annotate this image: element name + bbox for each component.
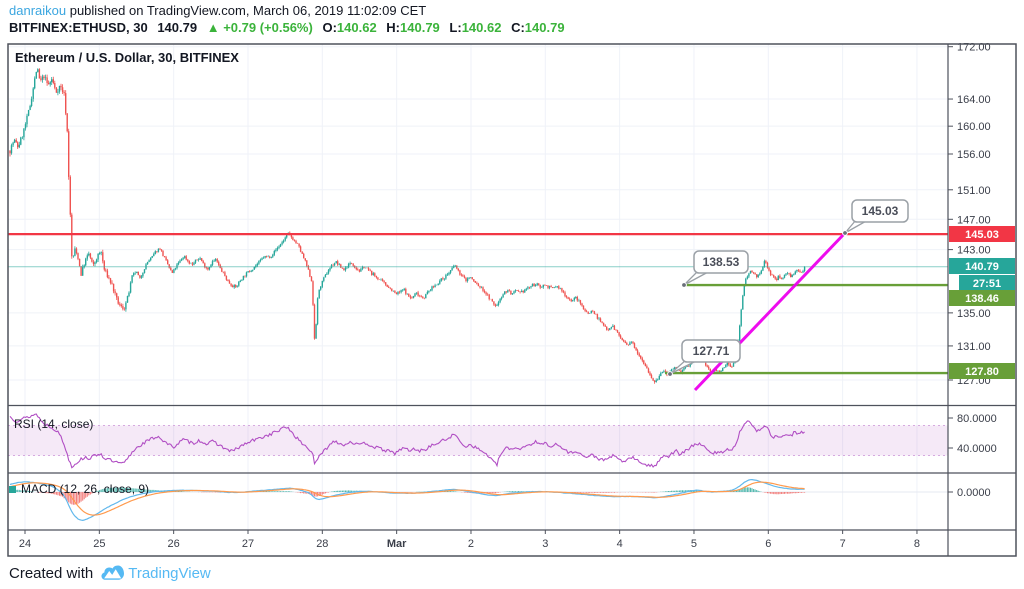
rsi-tick-label: 80.0000 bbox=[957, 413, 997, 425]
time-axis-label: 28 bbox=[316, 538, 328, 550]
close-value: 140.79 bbox=[524, 20, 565, 35]
price-axis-chip-label: 27:51 bbox=[973, 278, 1001, 290]
time-axis[interactable] bbox=[8, 530, 948, 556]
last-price: 140.79 bbox=[157, 20, 198, 35]
price-axis[interactable] bbox=[948, 44, 1016, 556]
down-candle-wicks bbox=[9, 68, 802, 384]
callout-text: 145.03 bbox=[862, 204, 899, 218]
author-link[interactable]: danraikou bbox=[9, 3, 67, 18]
price-change: +0.79 (+0.56%) bbox=[223, 20, 313, 35]
high-value: 140.79 bbox=[400, 20, 440, 35]
symbol-name: BITFINEX:ETHUSD, 30 bbox=[9, 20, 148, 35]
callout-box bbox=[681, 339, 741, 363]
price-axis-chip bbox=[959, 275, 1015, 291]
price-tick-label: 151.00 bbox=[957, 185, 991, 197]
time-axis-label: 5 bbox=[691, 538, 697, 550]
up-candle-wicks bbox=[11, 68, 805, 383]
price-tick-label: 156.00 bbox=[957, 149, 991, 161]
time-axis-label: 25 bbox=[93, 538, 105, 550]
tradingview-brand-link[interactable]: TradingView bbox=[128, 565, 211, 582]
open-label: O: bbox=[322, 20, 337, 35]
frame-and-axes: 2425262728Mar2345678172.00164.00160.0015… bbox=[7, 42, 1017, 557]
price-axis-chip bbox=[949, 290, 1015, 306]
price-axis-chip-label: 145.03 bbox=[965, 229, 999, 241]
time-axis-label: 4 bbox=[617, 538, 623, 550]
macd-swatch-icon bbox=[9, 485, 16, 493]
indicator-panes bbox=[8, 413, 948, 522]
chart-title: Ethereum / U.S. Dollar, 30, BITFINEX bbox=[15, 50, 239, 65]
candlestick-pane bbox=[9, 68, 806, 384]
open-value: 140.62 bbox=[336, 20, 377, 35]
up-candle-bodies bbox=[10, 69, 806, 382]
tradingview-logo-icon[interactable] bbox=[100, 563, 125, 584]
up-arrow-icon: ▲ bbox=[206, 20, 220, 35]
callout-box bbox=[693, 250, 749, 274]
chart-frame-border bbox=[7, 43, 1017, 557]
price-axis-chip bbox=[949, 258, 1015, 274]
price-tick-label: 131.00 bbox=[957, 341, 991, 353]
publish-info: danraikou published on TradingView.com, … bbox=[9, 3, 426, 18]
callouts-layer: 145.03 138.53 127.71 bbox=[667, 199, 909, 377]
publish-text: published on TradingView.com, March 06, … bbox=[66, 3, 427, 18]
time-axis-label: 3 bbox=[542, 538, 548, 550]
price-tick-label: 147.00 bbox=[957, 214, 991, 226]
price-tick-label: 135.00 bbox=[957, 308, 991, 320]
callout-anchor-dot bbox=[842, 230, 848, 236]
down-candle-bodies bbox=[9, 69, 803, 382]
attribution: Created with TradingView bbox=[9, 563, 211, 584]
price-axis-chip bbox=[949, 226, 1015, 242]
high-label: H: bbox=[386, 20, 401, 35]
price-axis-chip-label: 127.80 bbox=[965, 366, 999, 378]
macd-label-text: MACD (12, 26, close, 9) bbox=[21, 482, 150, 496]
low-value: 140.62 bbox=[461, 20, 502, 35]
macd-tick-label: 0.0000 bbox=[957, 487, 991, 499]
time-axis-label: Mar bbox=[387, 538, 407, 550]
close-label: C: bbox=[511, 20, 525, 35]
time-axis-label: 2 bbox=[468, 538, 474, 550]
time-axis-label: 7 bbox=[840, 538, 846, 550]
rsi-label: RSI (14, close) bbox=[14, 417, 94, 431]
price-tick-label: 164.00 bbox=[957, 94, 991, 106]
created-with-label: Created with bbox=[9, 565, 94, 582]
gridlines bbox=[8, 44, 948, 530]
price-tick-label: 160.00 bbox=[957, 121, 991, 133]
price-tick-label: 143.00 bbox=[957, 245, 991, 257]
callout-text: 127.71 bbox=[693, 344, 730, 358]
time-axis-label: 6 bbox=[765, 538, 771, 550]
low-label: L: bbox=[449, 20, 462, 35]
price-axis-chip-label: 140.79 bbox=[965, 261, 999, 273]
callout-box bbox=[851, 199, 909, 223]
time-axis-label: 27 bbox=[242, 538, 254, 550]
macd-label: MACD (12, 26, close, 9) bbox=[9, 482, 149, 496]
rsi-line bbox=[9, 413, 805, 469]
price-axis-chip-label: 138.46 bbox=[965, 293, 999, 305]
rsi-band bbox=[8, 425, 948, 456]
callout-anchor-dot bbox=[667, 371, 673, 377]
time-axis-label: 24 bbox=[19, 538, 31, 550]
callout-text: 138.53 bbox=[703, 255, 740, 269]
time-axis-label: 26 bbox=[168, 538, 180, 550]
trend-line bbox=[693, 231, 847, 392]
callout-anchor-dot bbox=[681, 282, 687, 288]
time-axis-label: 8 bbox=[914, 538, 920, 550]
price-axis-chip bbox=[949, 363, 1015, 379]
macd-signal-line bbox=[9, 481, 805, 516]
symbol-ohlc-row: BITFINEX:ETHUSD, 30 140.79 ▲ +0.79 (+0.5… bbox=[9, 20, 565, 35]
rsi-tick-label: 40.0000 bbox=[957, 443, 997, 455]
drawings-layer bbox=[8, 231, 948, 392]
